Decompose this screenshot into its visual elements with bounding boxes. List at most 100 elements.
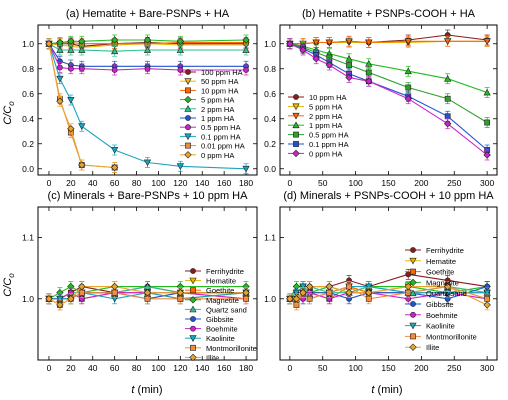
legend-item: Kaolinite xyxy=(405,322,455,331)
data-point xyxy=(345,38,353,45)
data-point xyxy=(299,289,307,297)
data-point xyxy=(405,84,412,91)
legend-marker xyxy=(292,149,300,158)
legend-marker xyxy=(410,333,416,340)
data-point xyxy=(306,295,313,302)
legend-marker xyxy=(189,353,197,362)
legend-item: 2 ppm HA xyxy=(288,112,342,121)
legend-marker xyxy=(292,121,300,129)
legend-label: 2 ppm HA xyxy=(309,112,342,121)
legend-label: 0.5 ppm HA xyxy=(201,123,241,132)
data-point xyxy=(444,282,452,291)
y-tick-label: 1.1 xyxy=(264,233,276,243)
data-point xyxy=(325,61,333,69)
y-axis-label-top: C/Co xyxy=(2,101,16,125)
data-point xyxy=(67,125,75,133)
legend-item: 0.1 ppm HA xyxy=(180,132,241,141)
x-tick-label: 0 xyxy=(287,178,292,188)
legend-label: Gibbsite xyxy=(206,315,234,324)
data-point xyxy=(286,40,294,48)
legend-marker xyxy=(293,94,299,100)
legend-label: 1 ppm HA xyxy=(309,121,342,130)
data-point xyxy=(404,38,412,45)
legend-item: 0.5 ppm HA xyxy=(180,123,241,132)
series-line xyxy=(48,43,247,170)
x-axis-label-right: t (min) xyxy=(371,384,402,396)
x-tick-label: 200 xyxy=(414,178,428,188)
legend-marker xyxy=(410,247,416,253)
data-point xyxy=(56,301,64,309)
data-point xyxy=(444,38,452,45)
legend-item: Goethite xyxy=(405,268,454,277)
legend-item: 5 ppm HA xyxy=(180,96,234,105)
legend: FerrihydriteHematiteGoethiteMagnetiteQua… xyxy=(185,267,257,362)
data-point xyxy=(78,123,86,130)
legend-label: Gibbsite xyxy=(426,300,454,309)
legend-item: Kaolinite xyxy=(185,334,235,343)
series-line xyxy=(289,286,488,306)
y-tick-label: 1.0 xyxy=(22,39,34,49)
legend-marker xyxy=(190,287,196,294)
y-label-main: C/C xyxy=(2,106,14,125)
legend-item: Boehmite xyxy=(405,311,458,320)
x-tick-label: 120 xyxy=(173,178,187,188)
data-point xyxy=(346,62,352,68)
data-point xyxy=(78,37,86,45)
data-point xyxy=(67,97,75,104)
legend-item: Magnetite xyxy=(405,278,459,287)
data-point xyxy=(483,151,491,159)
legend-label: 10 ppm HA xyxy=(309,93,347,102)
data-point xyxy=(67,295,75,303)
data-point xyxy=(67,46,75,53)
legend-label: 2 ppm HA xyxy=(201,105,234,114)
y-tick-label: 1.0 xyxy=(264,294,276,304)
legend-item: Ferrihydrite xyxy=(185,267,244,276)
x-tick-label: 0 xyxy=(287,363,292,373)
data-point xyxy=(345,73,353,82)
x-tick-label: 180 xyxy=(239,178,253,188)
legend-marker xyxy=(410,268,416,275)
legend-item: Hematite xyxy=(405,257,456,266)
data-point xyxy=(143,289,152,297)
y-tick-label: 0.0 xyxy=(22,164,34,174)
data-point xyxy=(365,60,373,67)
x-tick-label: 140 xyxy=(195,363,209,373)
data-point xyxy=(484,119,491,126)
x-label-unit: (min) xyxy=(138,384,163,396)
data-series xyxy=(46,38,118,173)
x-tick-label: 250 xyxy=(447,363,461,373)
legend-label: 100 ppm HA xyxy=(201,68,243,77)
y-label-sub: o xyxy=(7,273,16,278)
legend: FerrihydriteHematiteGoethiteMagnetiteQua… xyxy=(405,246,477,352)
legend-item: Hematite xyxy=(185,277,236,286)
legend-label: 0 ppm HA xyxy=(201,151,234,160)
y-tick-label: 0.4 xyxy=(264,114,276,124)
data-point xyxy=(143,159,152,167)
legend-marker xyxy=(184,133,192,141)
legend-label: 0.5 ppm HA xyxy=(309,131,349,140)
legend-item: 10 ppm HA xyxy=(288,93,347,102)
panel-title: (a) Hematite + Bare-PSNPs + HA xyxy=(66,8,230,20)
series-line xyxy=(289,43,488,94)
x-tick-label: 250 xyxy=(447,178,461,188)
legend-item: 2 ppm HA xyxy=(180,105,234,114)
legend-label: 50 ppm HA xyxy=(201,77,239,86)
x-tick-label: 300 xyxy=(480,363,494,373)
panel-title: (b) Hematite + PSNPs-COOH + HA xyxy=(302,8,476,20)
x-label-main: t xyxy=(371,384,375,396)
x-tick-label: 40 xyxy=(88,178,98,188)
legend-label: Kaolinite xyxy=(426,322,455,331)
x-tick-label: 60 xyxy=(110,363,120,373)
x-tick-label: 0 xyxy=(47,363,52,373)
data-point xyxy=(78,46,86,53)
data-point xyxy=(365,283,373,291)
x-tick-label: 60 xyxy=(110,178,120,188)
data-point xyxy=(345,289,353,297)
x-tick-label: 300 xyxy=(480,178,494,188)
legend-item: 0 ppm HA xyxy=(288,149,342,158)
y-tick-label: 1.1 xyxy=(22,233,34,243)
y-tick-label: 0.2 xyxy=(264,139,276,149)
legend-marker xyxy=(190,325,196,332)
legend-marker xyxy=(190,316,196,322)
